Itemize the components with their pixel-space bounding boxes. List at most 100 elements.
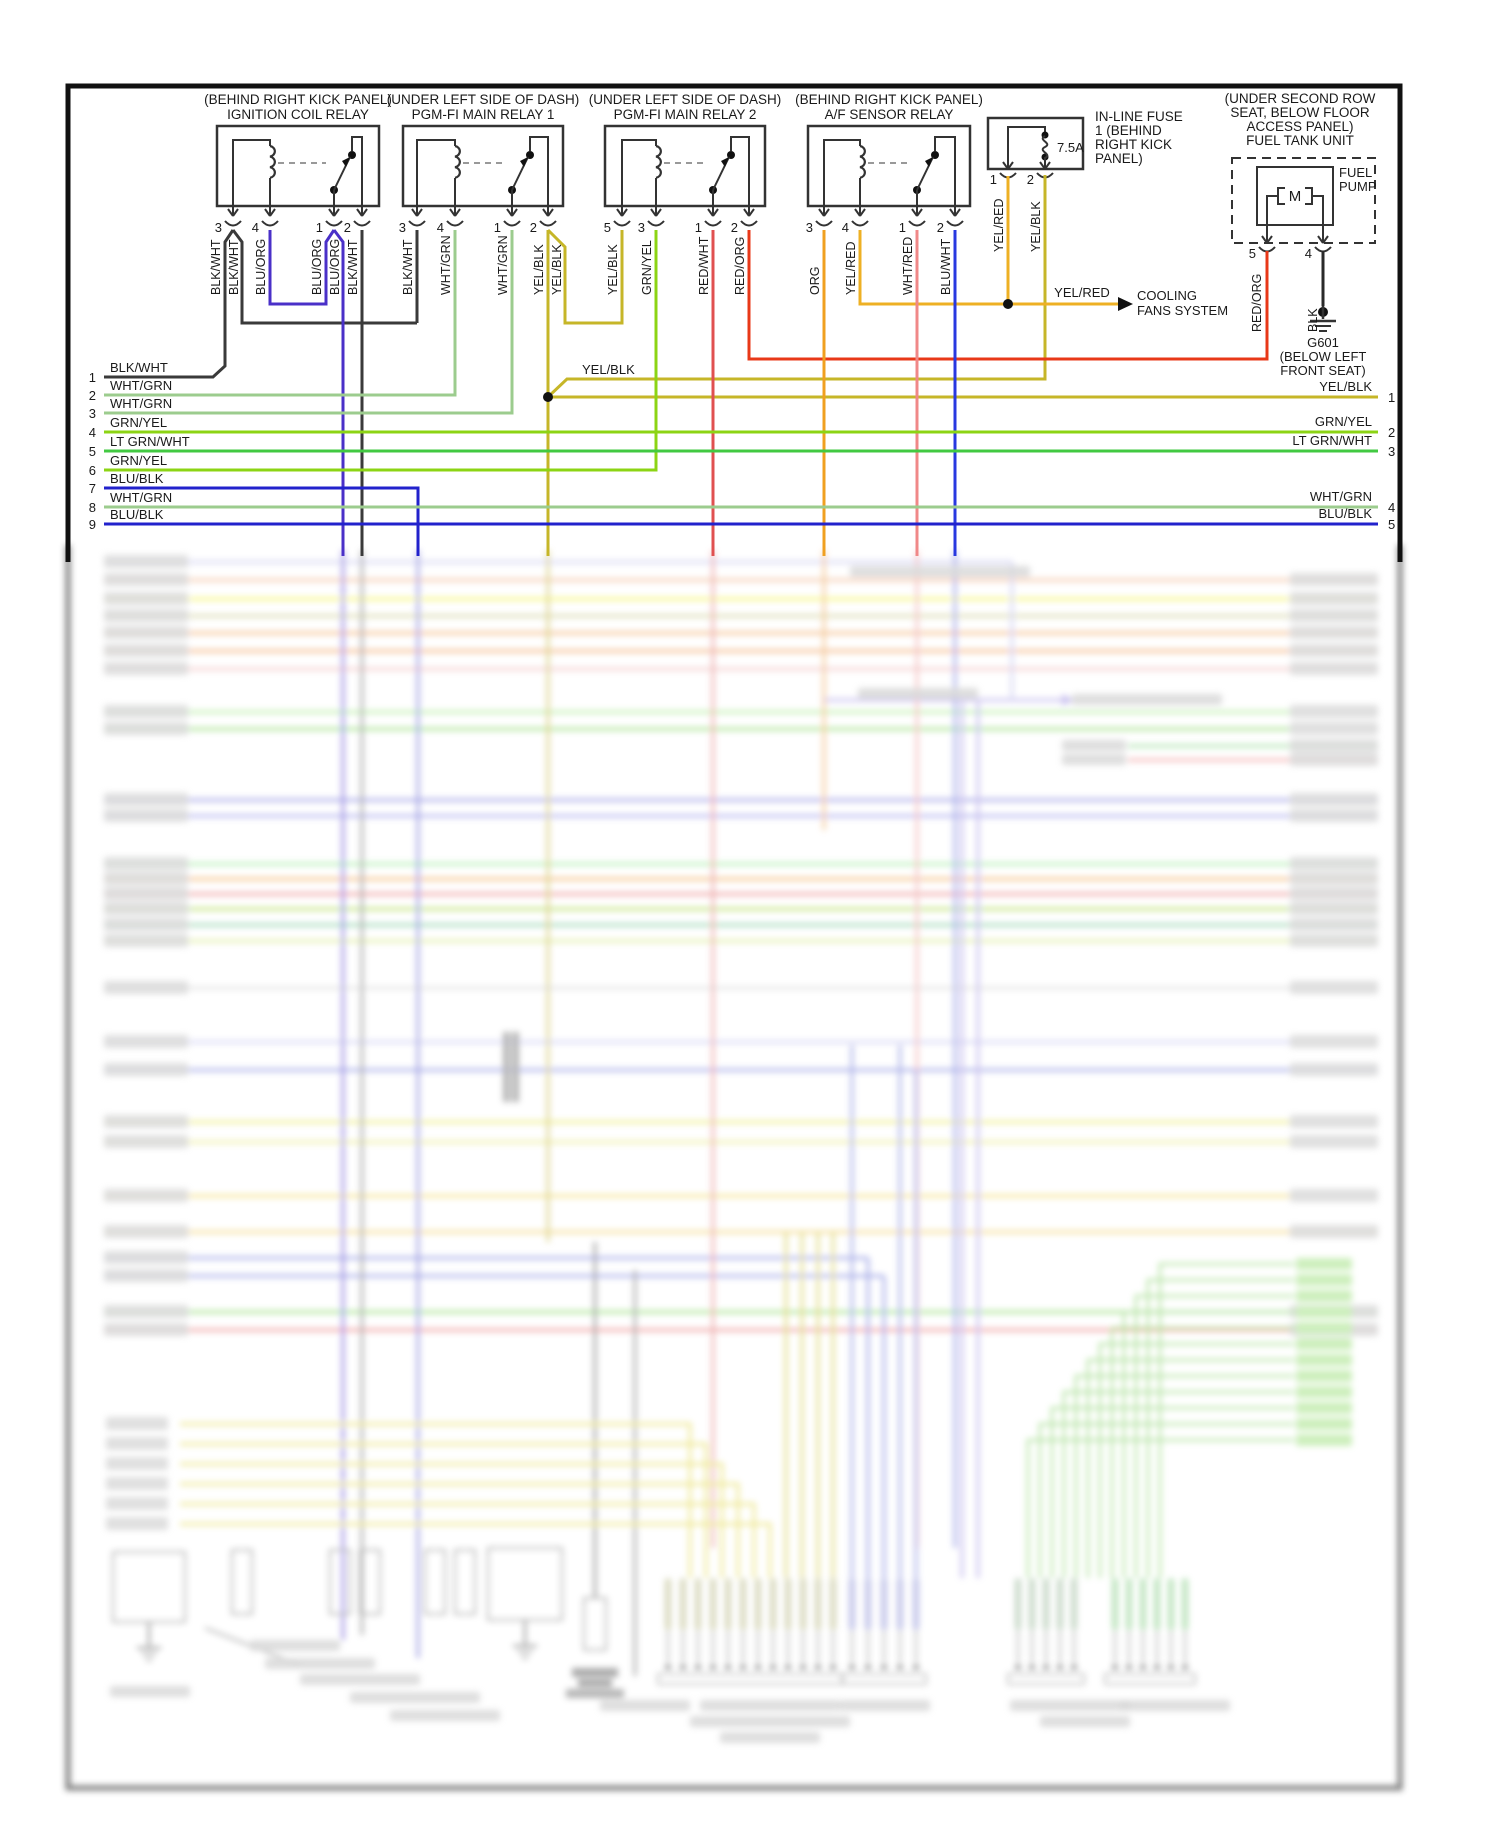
blurred-wire <box>1062 1390 1294 1578</box>
relay-ignition-coil-relay: (BEHIND RIGHT KICK PANEL)IGNITION COIL R… <box>204 92 392 235</box>
blurred-pin-dot <box>1140 1664 1146 1670</box>
blurred-label-chip <box>1290 753 1378 766</box>
pin-arrow-icon <box>1317 234 1329 244</box>
blurred-chip <box>1296 1418 1352 1430</box>
relay-name: A/F SENSOR RELAY <box>825 107 954 122</box>
switch-arrowhead-icon <box>342 157 350 167</box>
pin-number: 2 <box>731 220 738 235</box>
left-pin-number: 3 <box>89 406 96 421</box>
wire-color-label: ORG <box>808 267 822 295</box>
blurred-connector-rail <box>657 1673 844 1685</box>
wire-yel-red <box>858 230 1008 306</box>
pin-number: 4 <box>1305 246 1312 261</box>
blurred-label-chip <box>1290 739 1378 752</box>
blurred-text-blob <box>265 1658 375 1669</box>
blurred-label-chip <box>104 1135 188 1148</box>
pin-arrow-icon <box>356 206 368 217</box>
blurred-label-chip <box>106 1517 168 1530</box>
blurred-wire <box>1074 1374 1294 1578</box>
wire-color-label: BLK/WHT <box>346 239 360 295</box>
blurred-pin-dot <box>680 1664 686 1670</box>
blurred-connector-pin <box>740 1578 746 1630</box>
pin-number: 2 <box>530 220 537 235</box>
pin-connector-icon <box>851 220 869 227</box>
blurred-component-box <box>329 1549 351 1615</box>
blurred-wire <box>1146 1278 1294 1578</box>
blurred-label-chip <box>1290 1035 1378 1048</box>
blurred-connector-pin <box>1140 1578 1146 1630</box>
relay-location: (BEHIND RIGHT KICK PANEL) <box>795 92 983 107</box>
relay-circuit-section: (BEHIND RIGHT KICK PANEL)IGNITION COIL R… <box>65 83 1403 562</box>
blurred-text-blob <box>1062 740 1126 751</box>
pin-number: 3 <box>806 220 813 235</box>
blurred-text-blob <box>300 1674 420 1685</box>
pin-number: 3 <box>638 220 645 235</box>
left-pin-number: 5 <box>89 444 96 459</box>
pin-number: 1 <box>316 220 323 235</box>
blurred-connector-pin <box>710 1578 716 1630</box>
blurred-text-blob <box>1120 1700 1230 1711</box>
blurred-connector-pin <box>815 1578 821 1630</box>
blurred-label-chip <box>1290 934 1378 947</box>
coil-icon <box>454 144 461 179</box>
blurred-wire <box>1098 1342 1294 1578</box>
pin-number: 2 <box>937 220 944 235</box>
blurred-wire <box>1158 1262 1294 1578</box>
blurred-text-blob <box>390 1710 500 1721</box>
blurred-label-chip <box>1290 1225 1378 1238</box>
blurred-connector-pin <box>1112 1578 1118 1630</box>
blurred-label-chip <box>104 626 188 639</box>
wire-wht-grn <box>104 230 514 415</box>
wire-color-label: BLK <box>1306 308 1320 332</box>
blurred-connector-pin <box>1182 1578 1188 1630</box>
wire <box>621 139 657 206</box>
blurred-pin-dot <box>815 1664 821 1670</box>
pin-arrow-icon <box>506 206 518 217</box>
fuse-box <box>986 116 1085 171</box>
blurred-pin-dot <box>665 1664 671 1670</box>
blurred-pin-dot <box>725 1664 731 1670</box>
right-pin-number: 5 <box>1388 517 1395 532</box>
blurred-text-blob <box>850 566 1030 577</box>
wire-color-label: WHT/GRN <box>439 235 453 295</box>
fuse-label: PANEL) <box>1095 151 1143 166</box>
wire <box>823 139 861 206</box>
blurred-pin-dot <box>881 1664 887 1670</box>
blurred-chip <box>1296 1434 1352 1446</box>
blurred-label-chip <box>1290 662 1378 675</box>
blurred-component-box <box>572 1668 618 1677</box>
right-wire-label: BLU/BLK <box>1319 506 1373 521</box>
relay-box <box>603 124 767 208</box>
blurred-label-chip <box>1290 644 1378 657</box>
blurred-arrow-icon <box>1062 694 1074 706</box>
pin-connector-icon <box>908 220 926 227</box>
blurred-chip <box>1296 1274 1352 1286</box>
blurred-label-chip <box>1290 705 1378 718</box>
fuse-label: IN-LINE FUSE <box>1095 109 1183 124</box>
blurred-label-chip <box>104 555 188 568</box>
blurred-component-box <box>583 1597 607 1651</box>
diagram-border-blurred <box>65 545 1403 1791</box>
blurred-pin-dot <box>913 1664 919 1670</box>
left-wire-label: WHT/GRN <box>110 396 172 411</box>
blurred-pin-dot <box>770 1664 776 1670</box>
blurred-component-box <box>231 1549 253 1615</box>
blurred-connector-pin <box>849 1578 855 1630</box>
blurred-pin-dot <box>1168 1664 1174 1670</box>
blurred-label-chip <box>1290 722 1378 735</box>
wire-blu-org <box>268 229 336 306</box>
blurred-pin-dot <box>865 1664 871 1670</box>
wire-yel-blk <box>546 175 1047 399</box>
blurred-label-chip <box>104 1269 188 1282</box>
blurred-label-chip <box>1290 872 1378 885</box>
blurred-connector-pin <box>770 1578 776 1630</box>
blurred-label-chip <box>104 1225 188 1238</box>
fuel-pump-box <box>1256 166 1334 226</box>
blurred-text-blob <box>1040 1716 1130 1727</box>
blurred-label-chip <box>104 592 188 605</box>
left-pin-number: 9 <box>89 517 96 532</box>
